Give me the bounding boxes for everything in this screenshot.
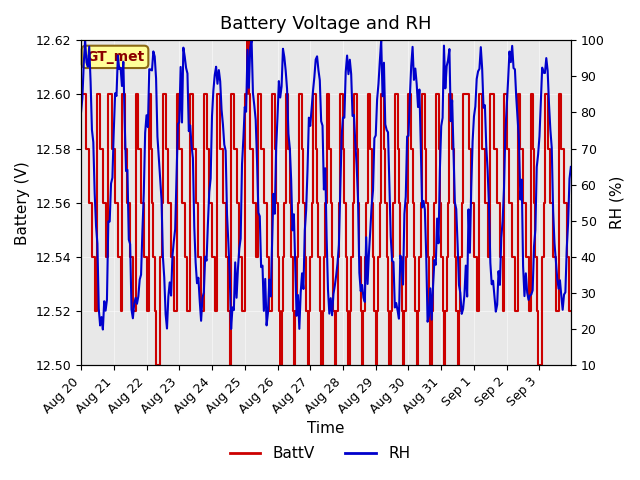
RH bbox=[81, 37, 89, 43]
BattV bbox=[152, 362, 160, 368]
BattV bbox=[225, 308, 232, 314]
RH bbox=[567, 164, 575, 170]
BattV bbox=[250, 200, 258, 205]
RH bbox=[77, 109, 85, 115]
RH bbox=[543, 55, 550, 61]
BattV bbox=[294, 200, 302, 205]
Title: Battery Voltage and RH: Battery Voltage and RH bbox=[220, 15, 432, 33]
RH bbox=[243, 109, 250, 115]
BattV bbox=[137, 200, 145, 205]
Line: BattV: BattV bbox=[81, 40, 571, 365]
RH bbox=[250, 103, 258, 108]
BattV bbox=[543, 92, 550, 97]
BattV bbox=[241, 92, 248, 97]
BattV bbox=[244, 37, 252, 43]
BattV bbox=[567, 308, 575, 314]
BattV bbox=[77, 92, 85, 97]
RH bbox=[226, 273, 234, 278]
Y-axis label: Battery (V): Battery (V) bbox=[15, 161, 30, 245]
Text: GT_met: GT_met bbox=[86, 50, 144, 64]
Legend: BattV, RH: BattV, RH bbox=[223, 440, 417, 468]
Line: RH: RH bbox=[81, 40, 571, 330]
Y-axis label: RH (%): RH (%) bbox=[610, 176, 625, 229]
X-axis label: Time: Time bbox=[307, 421, 345, 436]
RH bbox=[99, 327, 107, 333]
RH bbox=[140, 190, 148, 196]
RH bbox=[294, 292, 302, 298]
